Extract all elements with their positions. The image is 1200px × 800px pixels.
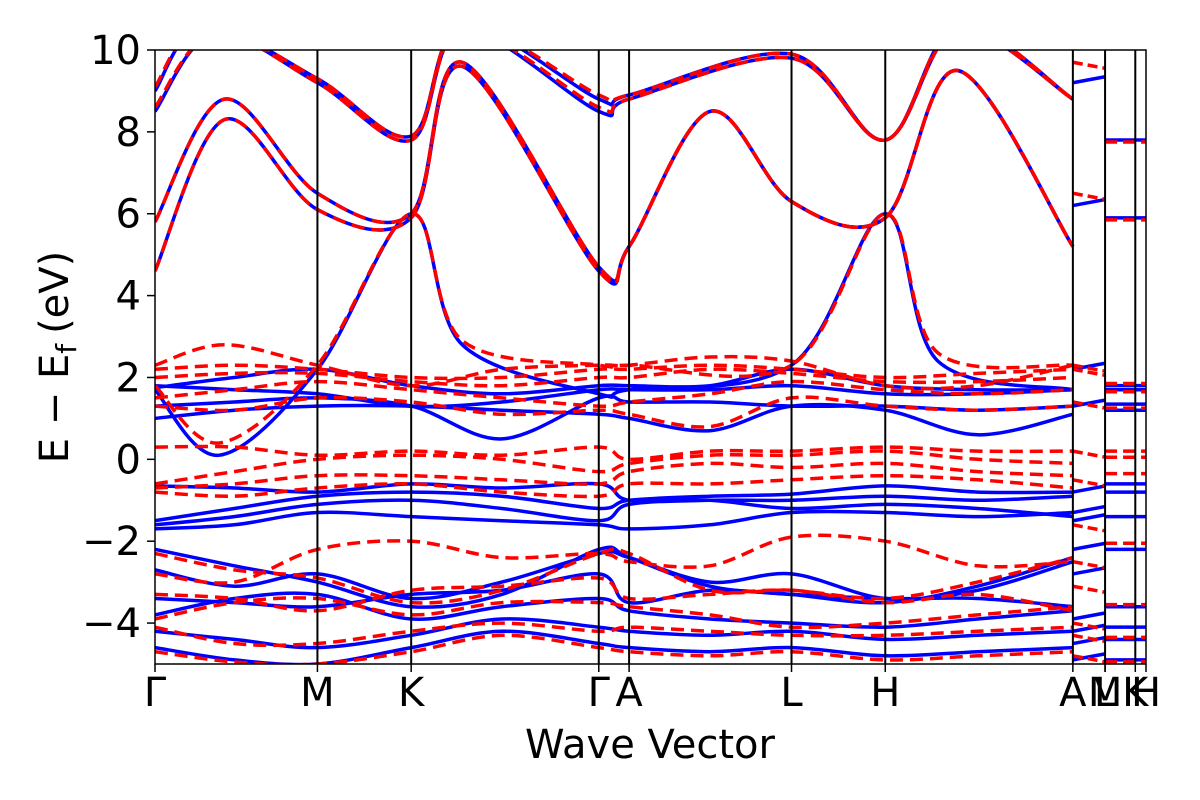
band-line xyxy=(155,383,1073,409)
blue-solid-series xyxy=(155,50,1075,664)
band-segment xyxy=(1072,523,1106,533)
k-point-label: M xyxy=(1088,670,1123,716)
band-segment xyxy=(1072,559,1106,570)
y-tick-label: 10 xyxy=(90,28,141,74)
band-segment xyxy=(1072,513,1106,523)
k-point-label: H xyxy=(1131,670,1161,716)
x-axis-label: Wave Vector xyxy=(525,722,776,768)
band-segment xyxy=(1072,633,1106,644)
band-segment xyxy=(1072,478,1106,488)
band-line xyxy=(155,342,1074,391)
bands-layer xyxy=(155,50,1146,664)
y-axis-label: E − Ef (eV) xyxy=(32,251,83,464)
band-segment xyxy=(1072,623,1106,633)
k-point-label: A xyxy=(1059,670,1087,716)
band-line xyxy=(155,402,1074,437)
band-line xyxy=(155,481,1074,519)
band-segment xyxy=(1072,621,1106,631)
band-segment xyxy=(1072,75,1106,85)
band-segment xyxy=(1072,361,1106,372)
band-segment xyxy=(1072,191,1106,201)
band-segment xyxy=(1072,611,1106,621)
band-segment xyxy=(1072,363,1106,373)
band-segment xyxy=(1072,635,1106,646)
band-line xyxy=(155,575,1074,613)
plot-frame xyxy=(154,49,1147,665)
k-point-label: M xyxy=(300,670,335,716)
red-dashed-series xyxy=(155,50,1075,664)
k-point-label: A xyxy=(615,670,643,716)
band-segment xyxy=(1072,652,1106,662)
band-line xyxy=(155,461,1073,490)
y-axis-label-main: E − E xyxy=(32,354,78,464)
band-line xyxy=(155,50,1074,143)
band-line xyxy=(155,494,1073,527)
band-line xyxy=(155,545,1074,609)
band-segment xyxy=(1072,400,1106,410)
y-axis-label-unit: (eV) xyxy=(32,251,78,334)
band-line xyxy=(155,547,1074,605)
band-segment xyxy=(1072,566,1106,576)
y-tick-label: −2 xyxy=(82,519,141,565)
band-segment xyxy=(1072,484,1106,494)
k-point-label: H xyxy=(870,670,900,716)
y-tick-label: 8 xyxy=(116,110,141,156)
band-line xyxy=(155,50,1074,142)
segment-flat-bands xyxy=(1105,138,1146,664)
band-line xyxy=(155,50,1074,142)
band-segment xyxy=(1072,504,1106,515)
band-segment xyxy=(1072,541,1106,552)
k-point-label: L xyxy=(780,670,803,716)
band-line xyxy=(155,379,1073,408)
band-line xyxy=(155,50,1074,143)
high-symmetry-lines xyxy=(316,50,1137,664)
y-tick-label: 2 xyxy=(116,355,141,401)
band-line xyxy=(155,60,1075,283)
band-line xyxy=(155,395,1073,429)
segment-short-bands xyxy=(1072,60,1106,664)
band-segment xyxy=(1072,654,1106,664)
band-segment xyxy=(1072,60,1106,71)
band-line xyxy=(155,449,1073,486)
band-line xyxy=(155,473,1074,499)
k-point-label: K xyxy=(1122,670,1150,716)
band-segment xyxy=(1072,367,1106,378)
band-line xyxy=(155,444,1073,462)
band-line xyxy=(155,64,1075,286)
x-axis-ticks: Γ M K Γ A L H A LM KH xyxy=(144,664,1161,716)
k-point-label: K xyxy=(398,670,426,716)
band-line xyxy=(155,629,1073,664)
band-line xyxy=(155,363,1073,381)
y-tick-label: 0 xyxy=(116,437,141,483)
k-point-label: Γ xyxy=(144,670,167,716)
y-tick-label: 4 xyxy=(116,274,141,320)
y-axis-label-sub: f xyxy=(50,343,83,354)
band-segment xyxy=(1072,449,1106,459)
k-point-label: Γ xyxy=(588,670,611,716)
band-line xyxy=(155,211,1074,445)
band-segment xyxy=(1072,197,1106,208)
band-line xyxy=(155,484,1073,523)
y-axis-ticks: −4 −2 0 2 4 6 8 10 xyxy=(82,28,155,647)
band-segment xyxy=(1072,584,1106,594)
band-line xyxy=(155,367,1073,388)
y-tick-label: 6 xyxy=(116,192,141,238)
band-line xyxy=(155,211,1074,457)
band-segment xyxy=(1072,398,1106,408)
band-line xyxy=(155,633,1073,664)
band-line xyxy=(155,509,1073,531)
band-line xyxy=(155,621,1073,648)
band-line xyxy=(155,596,1074,630)
y-tick-label: −4 xyxy=(82,601,141,647)
band-line xyxy=(155,533,1073,585)
k-point-label: L xyxy=(1094,670,1117,716)
